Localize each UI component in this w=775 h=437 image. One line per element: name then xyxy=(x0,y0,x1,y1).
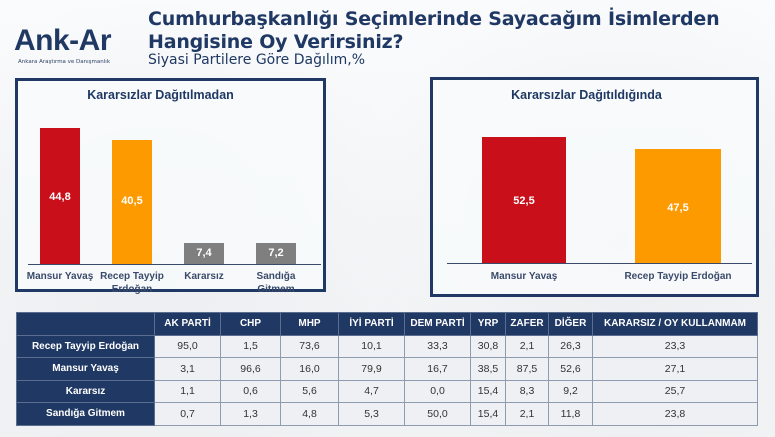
column-header: İYİ PARTİ xyxy=(338,312,405,336)
column-header xyxy=(16,312,155,336)
table-cell: 2,1 xyxy=(505,402,549,426)
column-header: DİĞER xyxy=(548,312,593,336)
bar-recep-tayyip-erdogan: 47,5 xyxy=(635,149,721,263)
chart-before-distribution: Kararsızlar Dağıtılmadan 44,8 40,5 7,4 7… xyxy=(15,78,326,295)
column-header: CHP xyxy=(220,312,281,336)
table-header-row: AK PARTİ CHP MHP İYİ PARTİ DEM PARTİ YRP… xyxy=(16,312,758,336)
table-cell: 26,3 xyxy=(548,334,593,358)
chart-title: Kararsızlar Dağıtılmadan xyxy=(87,88,234,102)
bar-value: 52,5 xyxy=(513,195,535,207)
table-row: Sandığa Gitmem 0,7 1,3 4,8 5,3 50,0 15,4… xyxy=(16,402,758,426)
page-subtitle: Siyasi Partilere Göre Dağılım,% xyxy=(148,52,366,68)
table-cell: 79,9 xyxy=(338,357,405,381)
bar-label: Recep Tayyip Erdoğan xyxy=(624,271,732,282)
table-cell: 0,6 xyxy=(220,379,281,403)
table-row: Mansur Yavaş 3,1 96,6 16,0 79,9 16,7 38,… xyxy=(16,357,758,381)
table-cell: 4,7 xyxy=(338,379,405,403)
table-cell: 30,8 xyxy=(470,334,506,358)
row-header: Sandığa Gitmem xyxy=(16,402,155,426)
table-cell: 11,8 xyxy=(548,402,593,426)
x-axis-line xyxy=(447,263,752,264)
logo-wordmark: Ank-Ar xyxy=(14,24,112,57)
page-title: Cumhurbaşkanlığı Seçimlerinde Sayacağım … xyxy=(148,8,720,54)
table-cell: 33,3 xyxy=(404,334,471,358)
table-cell: 1,5 xyxy=(220,334,281,358)
logo-tagline: Ankara Araştırma ve Danışmanlık xyxy=(18,59,110,65)
table-row: Recep Tayyip Erdoğan 95,0 1,5 73,6 10,1 … xyxy=(16,334,758,358)
table-cell: 15,4 xyxy=(470,379,506,403)
table-cell: 8,3 xyxy=(505,379,549,403)
column-header: DEM PARTİ xyxy=(404,312,471,336)
bar-label: Kararsız xyxy=(184,271,224,282)
table-cell: 9,2 xyxy=(548,379,593,403)
x-axis-line xyxy=(28,264,321,265)
table-cell: 16,0 xyxy=(280,357,339,381)
bar-label: Mansur Yavaş xyxy=(26,271,94,282)
ank-ar-logo: Ank-Ar Ankara Araştırma ve Danışmanlık xyxy=(14,26,126,70)
bar-mansur-yavas: 44,8 xyxy=(40,128,80,264)
table-cell: 1,3 xyxy=(220,402,281,426)
table-cell: 5,6 xyxy=(280,379,339,403)
bar-value: 44,8 xyxy=(49,191,71,203)
table-row: Kararsız 1,1 0,6 5,6 4,7 0,0 15,4 8,3 9,… xyxy=(16,379,758,403)
table-cell: 73,6 xyxy=(280,334,339,358)
table-cell: 1,1 xyxy=(154,379,221,403)
bar-sandiga-gitmem: 7,2 xyxy=(256,243,296,264)
table-cell: 5,3 xyxy=(338,402,405,426)
table-cell: 27,1 xyxy=(592,357,758,381)
title-line-2: Hangisine Oy Verirsiniz? xyxy=(148,31,404,53)
table-cell: 3,1 xyxy=(154,357,221,381)
table-cell: 96,6 xyxy=(220,357,281,381)
bar-label: Recep Tayyip Erdoğan xyxy=(100,271,164,295)
bar-kararsiz: 7,4 xyxy=(184,243,224,264)
chart-after-distribution: Kararsızlar Dağıtıldığında 52,5 47,5 Man… xyxy=(430,77,759,297)
table-cell: 0,7 xyxy=(154,402,221,426)
table-cell: 16,7 xyxy=(404,357,471,381)
column-header: KARARSIZ / OY KULLANMAM xyxy=(592,312,758,336)
bar-mansur-yavas: 52,5 xyxy=(482,137,566,263)
table-cell: 23,8 xyxy=(592,402,758,426)
table-cell: 2,1 xyxy=(505,334,549,358)
table-cell: 4,8 xyxy=(280,402,339,426)
bar-recep-tayyip-erdogan: 40,5 xyxy=(112,140,152,264)
table-cell: 15,4 xyxy=(470,402,506,426)
table-cell: 38,5 xyxy=(470,357,506,381)
bar-value: 40,5 xyxy=(121,195,143,207)
row-header: Kararsız xyxy=(16,379,155,403)
column-header: YRP xyxy=(470,312,506,336)
bar-label: Sandığa Gitmem xyxy=(256,271,296,295)
table-cell: 25,7 xyxy=(592,379,758,403)
bar-value: 7,4 xyxy=(196,247,212,259)
title-line-1: Cumhurbaşkanlığı Seçimlerinde Sayacağım … xyxy=(148,8,720,30)
chart-title: Kararsızlar Dağıtıldığında xyxy=(511,88,662,102)
table-cell: 10,1 xyxy=(338,334,405,358)
bar-value: 47,5 xyxy=(667,202,689,214)
bar-label: Mansur Yavaş xyxy=(490,271,558,282)
table-cell: 0,0 xyxy=(404,379,471,403)
table-cell: 23,3 xyxy=(592,334,758,358)
row-header: Recep Tayyip Erdoğan xyxy=(16,334,155,358)
table-cell: 95,0 xyxy=(154,334,221,358)
party-breakdown-table: AK PARTİ CHP MHP İYİ PARTİ DEM PARTİ YRP… xyxy=(16,312,758,426)
bar-value: 7,2 xyxy=(268,247,284,259)
column-header: ZAFER xyxy=(505,312,549,336)
column-header: AK PARTİ xyxy=(154,312,221,336)
table-cell: 87,5 xyxy=(505,357,549,381)
column-header: MHP xyxy=(280,312,339,336)
row-header: Mansur Yavaş xyxy=(16,357,155,381)
table-cell: 50,0 xyxy=(404,402,471,426)
table-cell: 52,6 xyxy=(548,357,593,381)
